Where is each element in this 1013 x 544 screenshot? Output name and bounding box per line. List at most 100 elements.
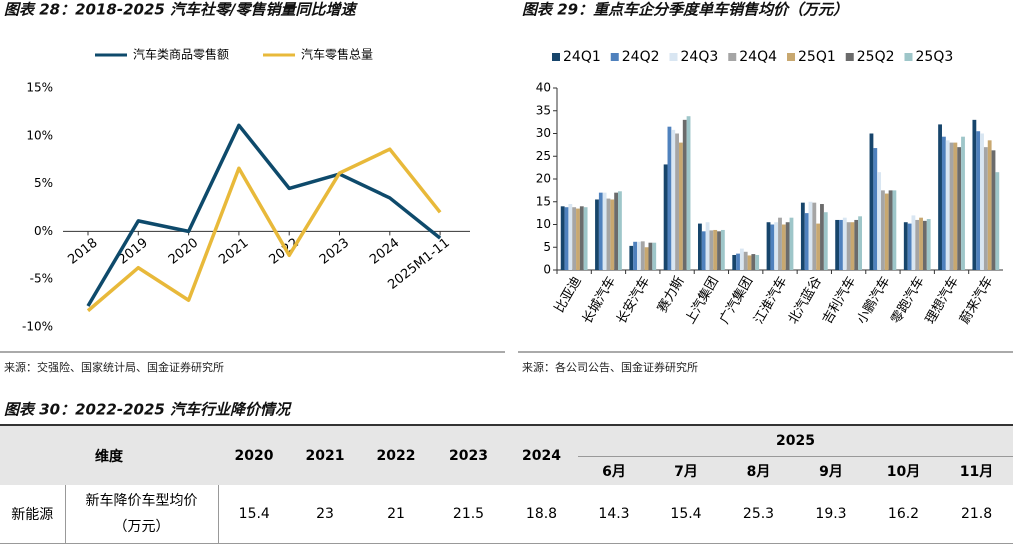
bar (941, 136, 946, 270)
header-cell: 11月 (940, 456, 1013, 485)
bar (629, 245, 634, 270)
y-tick-label: 10% (26, 128, 53, 142)
header-cell: 2024 (505, 424, 578, 485)
bar (678, 142, 683, 270)
bar (705, 222, 710, 270)
x-tick-label: 小鹏汽车 (854, 274, 894, 327)
bar (922, 220, 927, 270)
bar (568, 204, 573, 270)
bar (846, 222, 851, 270)
header-cell: 7月 (650, 456, 722, 485)
source: 来源：各公司公告、国金证券研究所 (522, 360, 698, 374)
x-tick-label: 北汽蓝谷 (786, 274, 825, 327)
bar (915, 219, 920, 270)
x-tick-label: 理想汽车 (922, 274, 962, 327)
bar (884, 193, 889, 270)
bar (736, 253, 740, 270)
line-series (86, 147, 442, 313)
header-cell: 10月 (867, 456, 940, 485)
x-tick-label: 2021 (216, 235, 251, 267)
row-desc-line: 新车降价车型均价 (85, 493, 198, 509)
bar (972, 119, 977, 270)
bar (919, 217, 923, 270)
bar (606, 198, 611, 270)
bar (835, 219, 840, 270)
bar (953, 142, 958, 270)
cell: 15.4 (650, 485, 722, 544)
bar (637, 241, 641, 270)
bar (903, 222, 908, 270)
row-desc: 新车降价车型均价 （万元） (64, 485, 219, 544)
legend-label: 汽车零售总量 (301, 47, 373, 62)
bar (778, 217, 782, 270)
bar (682, 119, 687, 270)
bar (648, 242, 653, 270)
bar (652, 242, 657, 270)
bar (938, 124, 942, 271)
bar (842, 217, 847, 270)
bar (663, 164, 668, 270)
cell: 21 (360, 485, 432, 544)
row-label: 新能源 (0, 485, 66, 544)
bar (755, 254, 760, 270)
header-cell: 2023 (432, 424, 505, 485)
x-tick-label: 广汽集团 (716, 274, 756, 327)
header-cell: 2021 (290, 424, 360, 485)
y-tick-label: 15 (536, 194, 551, 208)
y-tick-label: 20 (536, 172, 551, 186)
bar (888, 190, 893, 270)
legend-label: 24Q2 (622, 49, 660, 65)
source: 来源：交强险、国家统计局、国金证券研究所 (4, 360, 224, 374)
bar (595, 199, 599, 270)
bar (976, 131, 981, 270)
bar (781, 224, 786, 270)
legend-label: 24Q3 (681, 49, 719, 65)
bar (698, 223, 702, 270)
y-tick-label: 0 (543, 263, 551, 277)
y-tick-label: 10 (536, 217, 551, 231)
y-tick-label: 5% (34, 176, 53, 190)
y-tick-label: 25 (536, 149, 551, 163)
bar (720, 229, 725, 270)
legend-swatch (904, 53, 913, 61)
bar (701, 231, 706, 270)
bar (858, 216, 862, 270)
legend-label: 汽车类商品零售额 (133, 47, 229, 62)
bar (957, 147, 962, 270)
bar (671, 129, 676, 270)
bar (850, 222, 855, 270)
y-tick-label: -5% (30, 272, 53, 286)
bar (640, 241, 645, 270)
chart-title: 图表 29：重点车企分季度单车销售均价（万元） (522, 1, 848, 19)
x-tick-label: 吉利汽车 (819, 274, 859, 327)
y-tick-label: 15% (26, 81, 53, 95)
bar (766, 222, 771, 270)
bar (774, 222, 779, 270)
x-tick-label: 长城汽车 (579, 274, 619, 327)
bar (823, 212, 828, 270)
bar (945, 140, 950, 270)
bar (987, 140, 992, 270)
charts: 图表 28：2018-2025 汽车社零/零售销量同比增速 图表 29：重点车企… (0, 1, 1013, 419)
bar (892, 190, 897, 270)
y-tick-label: 0% (34, 224, 53, 238)
legend-swatch (552, 53, 560, 61)
bar (816, 223, 821, 270)
bar (675, 133, 679, 270)
x-tick-label: 2023 (317, 235, 352, 267)
x-tick-label: 2024 (367, 235, 402, 267)
bar (991, 150, 996, 270)
y-tick-label: -10% (22, 320, 53, 334)
x-tick-label: 江淮汽车 (751, 274, 791, 327)
bar (770, 224, 775, 270)
line-series (86, 123, 442, 307)
bar (686, 116, 691, 271)
bar (576, 208, 580, 270)
bar (713, 229, 718, 270)
bar (820, 204, 824, 270)
bar (602, 192, 607, 270)
header-cell: 9月 (795, 456, 867, 485)
legend-label: 25Q3 (916, 49, 954, 65)
y-tick-label: 5 (543, 240, 551, 254)
bar (873, 148, 878, 270)
